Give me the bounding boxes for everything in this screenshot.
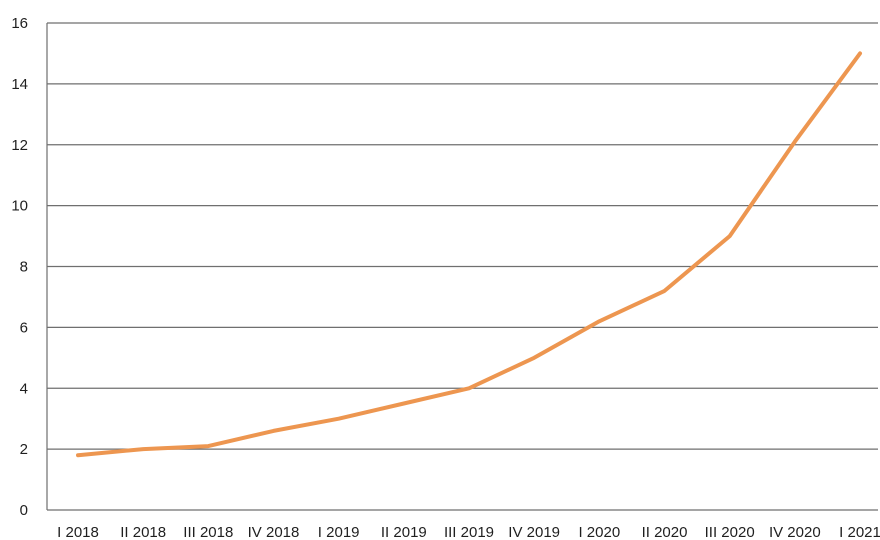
y-tick-label: 6 bbox=[20, 319, 28, 336]
y-tick-label: 12 bbox=[11, 137, 28, 154]
y-tick-label: 14 bbox=[11, 76, 28, 93]
y-axis-ticks: 0 2 4 6 8 10 12 14 16 bbox=[11, 15, 28, 519]
x-tick-label: IV 2019 bbox=[508, 524, 560, 540]
x-tick-label: I 2019 bbox=[318, 524, 360, 540]
y-tick-label: 10 bbox=[11, 198, 28, 215]
x-tick-label: II 2019 bbox=[381, 524, 427, 540]
y-tick-label: 8 bbox=[20, 259, 28, 276]
x-tick-label: III 2018 bbox=[183, 524, 233, 540]
x-axis-ticks: I 2018 II 2018 III 2018 IV 2018 I 2019 II 201… bbox=[57, 524, 880, 540]
gridlines bbox=[47, 22, 878, 511]
x-tick-label: I 2020 bbox=[578, 524, 620, 540]
x-tick-label: I 2018 bbox=[57, 524, 99, 540]
y-tick-label: 16 bbox=[11, 15, 28, 32]
x-tick-label: III 2019 bbox=[444, 524, 494, 540]
x-tick-label: I 2021 bbox=[839, 524, 880, 540]
series bbox=[76, 51, 862, 458]
x-tick-label: IV 2020 bbox=[769, 524, 821, 540]
y-tick-label: 4 bbox=[20, 380, 28, 397]
x-tick-label: IV 2018 bbox=[248, 524, 300, 540]
x-tick-label: II 2018 bbox=[120, 524, 166, 540]
y-tick-label: 2 bbox=[20, 441, 28, 458]
y-tick-label: 0 bbox=[20, 502, 28, 519]
x-tick-label: II 2020 bbox=[642, 524, 688, 540]
series-line-0 bbox=[76, 51, 862, 458]
x-tick-label: III 2020 bbox=[705, 524, 755, 540]
